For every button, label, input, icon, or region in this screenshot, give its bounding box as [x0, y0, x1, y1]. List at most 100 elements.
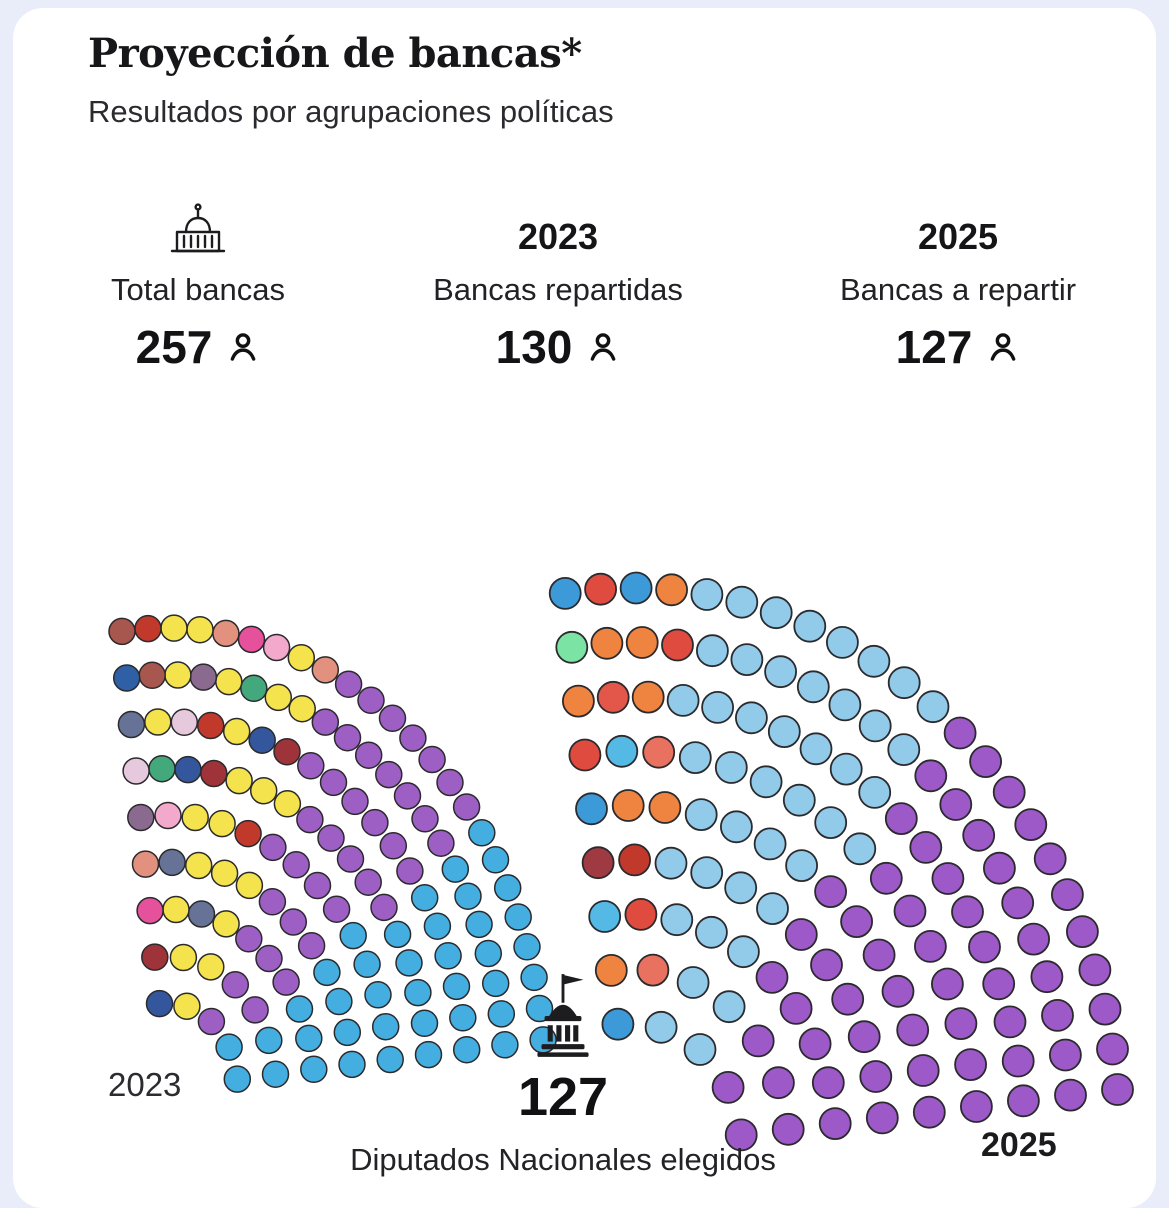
- seat-dot: [690, 856, 724, 889]
- person-icon: [591, 333, 616, 361]
- seat-dot: [811, 1066, 845, 1100]
- seat-dot: [520, 963, 548, 992]
- seat-dot: [831, 982, 865, 1016]
- seat-dot: [796, 670, 830, 704]
- seat-dot: [968, 930, 1001, 964]
- seat-dot: [1030, 960, 1064, 994]
- seat-dot: [916, 690, 950, 724]
- seat-dot: [452, 1035, 481, 1064]
- seat-dot: [491, 1031, 519, 1059]
- seat-dot: [711, 1071, 745, 1104]
- seat-dot: [1066, 915, 1099, 948]
- seat-dot: [134, 614, 162, 643]
- seat-dot: [785, 849, 818, 882]
- seat-dot: [642, 735, 676, 769]
- seat-dot: [379, 832, 408, 860]
- seat-dot: [887, 733, 921, 766]
- seat-dot: [117, 710, 146, 739]
- seat-dot: [865, 1101, 899, 1135]
- seat-dot: [319, 768, 348, 797]
- seat-dot: [548, 577, 582, 610]
- seat-dot: [631, 680, 665, 714]
- seat-dot: [333, 1018, 362, 1047]
- seat-dot: [660, 903, 694, 937]
- seat-dot: [678, 741, 712, 774]
- seat-dot: [782, 783, 816, 817]
- seat-dot: [423, 912, 452, 940]
- seat-dot: [336, 845, 365, 873]
- seat-dot: [648, 791, 682, 824]
- seat-dot: [404, 978, 432, 1007]
- seat-dot: [590, 626, 624, 660]
- seat-dot: [767, 715, 801, 748]
- stat-year: 2025: [917, 216, 999, 257]
- seat-dot: [481, 846, 510, 874]
- seat-dot: [749, 765, 783, 799]
- stat-label: Bancas repartidas: [433, 272, 683, 307]
- stat-total-bancas: Total bancas 257: [28, 180, 368, 374]
- hemicycle-chart: [108, 571, 1134, 1152]
- seat-dot: [370, 893, 398, 922]
- elected-count: 127: [517, 1067, 609, 1127]
- seat-dot: [714, 751, 748, 784]
- seat-dot: [296, 805, 324, 834]
- seat-dot: [493, 874, 522, 902]
- seat-dot: [357, 686, 385, 715]
- seat-dot: [361, 808, 389, 837]
- seat-dot: [354, 741, 383, 769]
- seat-dot: [666, 684, 700, 717]
- page-title: Proyección de bancas*: [88, 30, 582, 77]
- seat-dot: [954, 1048, 987, 1081]
- seat-dot: [661, 628, 694, 662]
- seat-dot: [1001, 886, 1035, 920]
- seat-dot: [186, 615, 214, 644]
- stat-label: Total bancas: [110, 272, 286, 307]
- seat-dot: [625, 626, 659, 659]
- seat-dot: [187, 900, 216, 928]
- person-icon: [991, 333, 1016, 361]
- seat-dot: [810, 948, 843, 982]
- seat-dot: [375, 760, 403, 789]
- seat-dot: [584, 572, 617, 606]
- seat-dot: [288, 694, 316, 723]
- seat-dot: [1033, 842, 1067, 876]
- seat-dot: [562, 684, 595, 718]
- seat-dot: [1049, 1038, 1082, 1072]
- seat-dot: [912, 1095, 946, 1129]
- seat-dot: [371, 1012, 400, 1041]
- seat-dot: [596, 680, 630, 714]
- seat-dot: [771, 1112, 805, 1146]
- seat-dot: [568, 738, 602, 772]
- seat-dot: [1088, 992, 1122, 1026]
- seat-dot: [725, 585, 759, 619]
- seat-dot: [273, 790, 302, 818]
- seat-dot: [814, 806, 848, 839]
- seat-dot: [311, 656, 340, 684]
- seat-dot: [887, 666, 921, 700]
- seat-dot: [944, 1007, 978, 1040]
- seat-dot: [295, 1024, 323, 1053]
- seat-dot: [262, 633, 291, 662]
- seat-dot: [325, 987, 353, 1016]
- stat-year: 2023: [517, 216, 599, 257]
- seat-dot: [481, 969, 510, 998]
- seat-dot: [353, 950, 381, 979]
- seat-dot: [931, 862, 965, 895]
- seat-dot: [969, 745, 1002, 778]
- seat-dot: [619, 571, 653, 605]
- seat-dot: [378, 704, 407, 733]
- seat-dot: [131, 850, 160, 878]
- content-card: Proyección de bancas* Resultados por agr…: [13, 8, 1156, 1208]
- seat-dot: [313, 958, 341, 987]
- seat-dot: [339, 921, 367, 950]
- seat-dot: [869, 861, 903, 895]
- seat-dot: [259, 833, 287, 862]
- seat-dot: [452, 793, 481, 821]
- seat-dot: [255, 944, 283, 973]
- seat-dot: [753, 827, 787, 861]
- seat-dot: [818, 1107, 852, 1140]
- seat-dot: [555, 630, 589, 664]
- seat-dot: [741, 1024, 775, 1058]
- seat-dot: [248, 726, 276, 754]
- seat-dot: [364, 981, 392, 1009]
